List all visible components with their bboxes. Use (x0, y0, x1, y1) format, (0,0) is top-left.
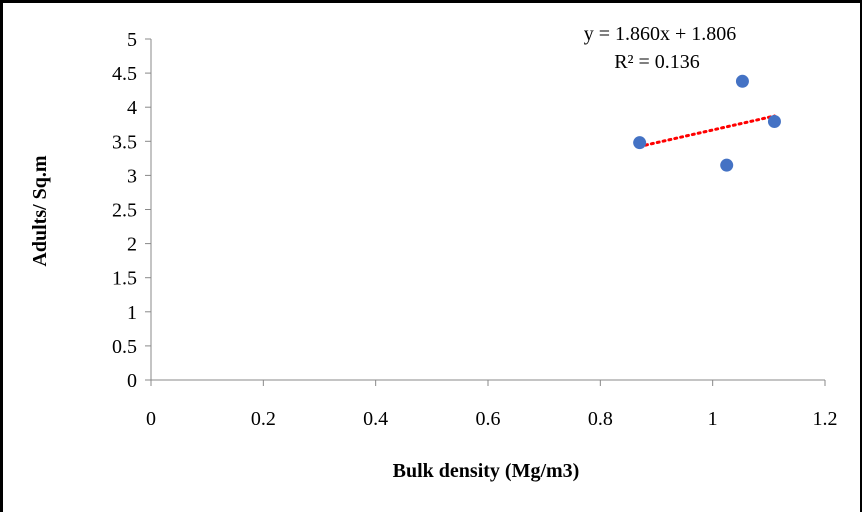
scatter-chart: 0 0.2 0.4 0.6 0.8 1 1.2 00.511.522.533.544.55 … (29, 23, 838, 482)
trendline-equation: y = 1.860x + 1.806 (584, 23, 737, 45)
data-point (633, 136, 647, 150)
x-tick-label: 0 (146, 408, 156, 430)
data-point (720, 158, 734, 172)
data-point (767, 115, 781, 129)
axes (150, 39, 825, 381)
x-tick-label: 1.2 (813, 408, 838, 430)
trendline-r-squared: R² = 0.136 (614, 51, 700, 73)
x-tick-label: 0.6 (476, 408, 501, 430)
y-tick-label: 3.5 (112, 131, 137, 153)
x-tick-label: 0.2 (251, 408, 276, 430)
y-tick-label: 0 (127, 370, 137, 392)
x-axis-title: Bulk density (Mg/m3) (393, 460, 580, 482)
x-tick-label: 0.8 (588, 408, 613, 430)
y-tick-label: 4 (127, 97, 137, 119)
data-points (633, 74, 781, 172)
y-tick-label: 1.5 (112, 268, 137, 290)
x-tick-label: 1 (708, 408, 718, 430)
x-axis-ticks: 0 0.2 0.4 0.6 0.8 1 1.2 (146, 380, 838, 430)
y-axis-ticks: 0 0.5 1 1.5 2 2.5 3 3.5 4 4.5 5 (112, 29, 151, 392)
y-tick-label: 2 (127, 234, 137, 256)
data-point (735, 74, 749, 88)
y-tick-label: 0.5 (112, 336, 137, 358)
trendline (638, 114, 776, 148)
x-tick-label: 0.4 (363, 408, 388, 430)
y-tick-label: 5 (127, 29, 137, 51)
y-axis-title: Adults/ Sq.m (29, 155, 51, 266)
y-tick-label: 3 (127, 165, 137, 187)
y-tick-label: 2.5 (112, 200, 137, 222)
trendline-line (638, 114, 776, 148)
y-tick-label: 4.5 (112, 63, 137, 85)
y-tick-label: 1 (127, 302, 137, 324)
